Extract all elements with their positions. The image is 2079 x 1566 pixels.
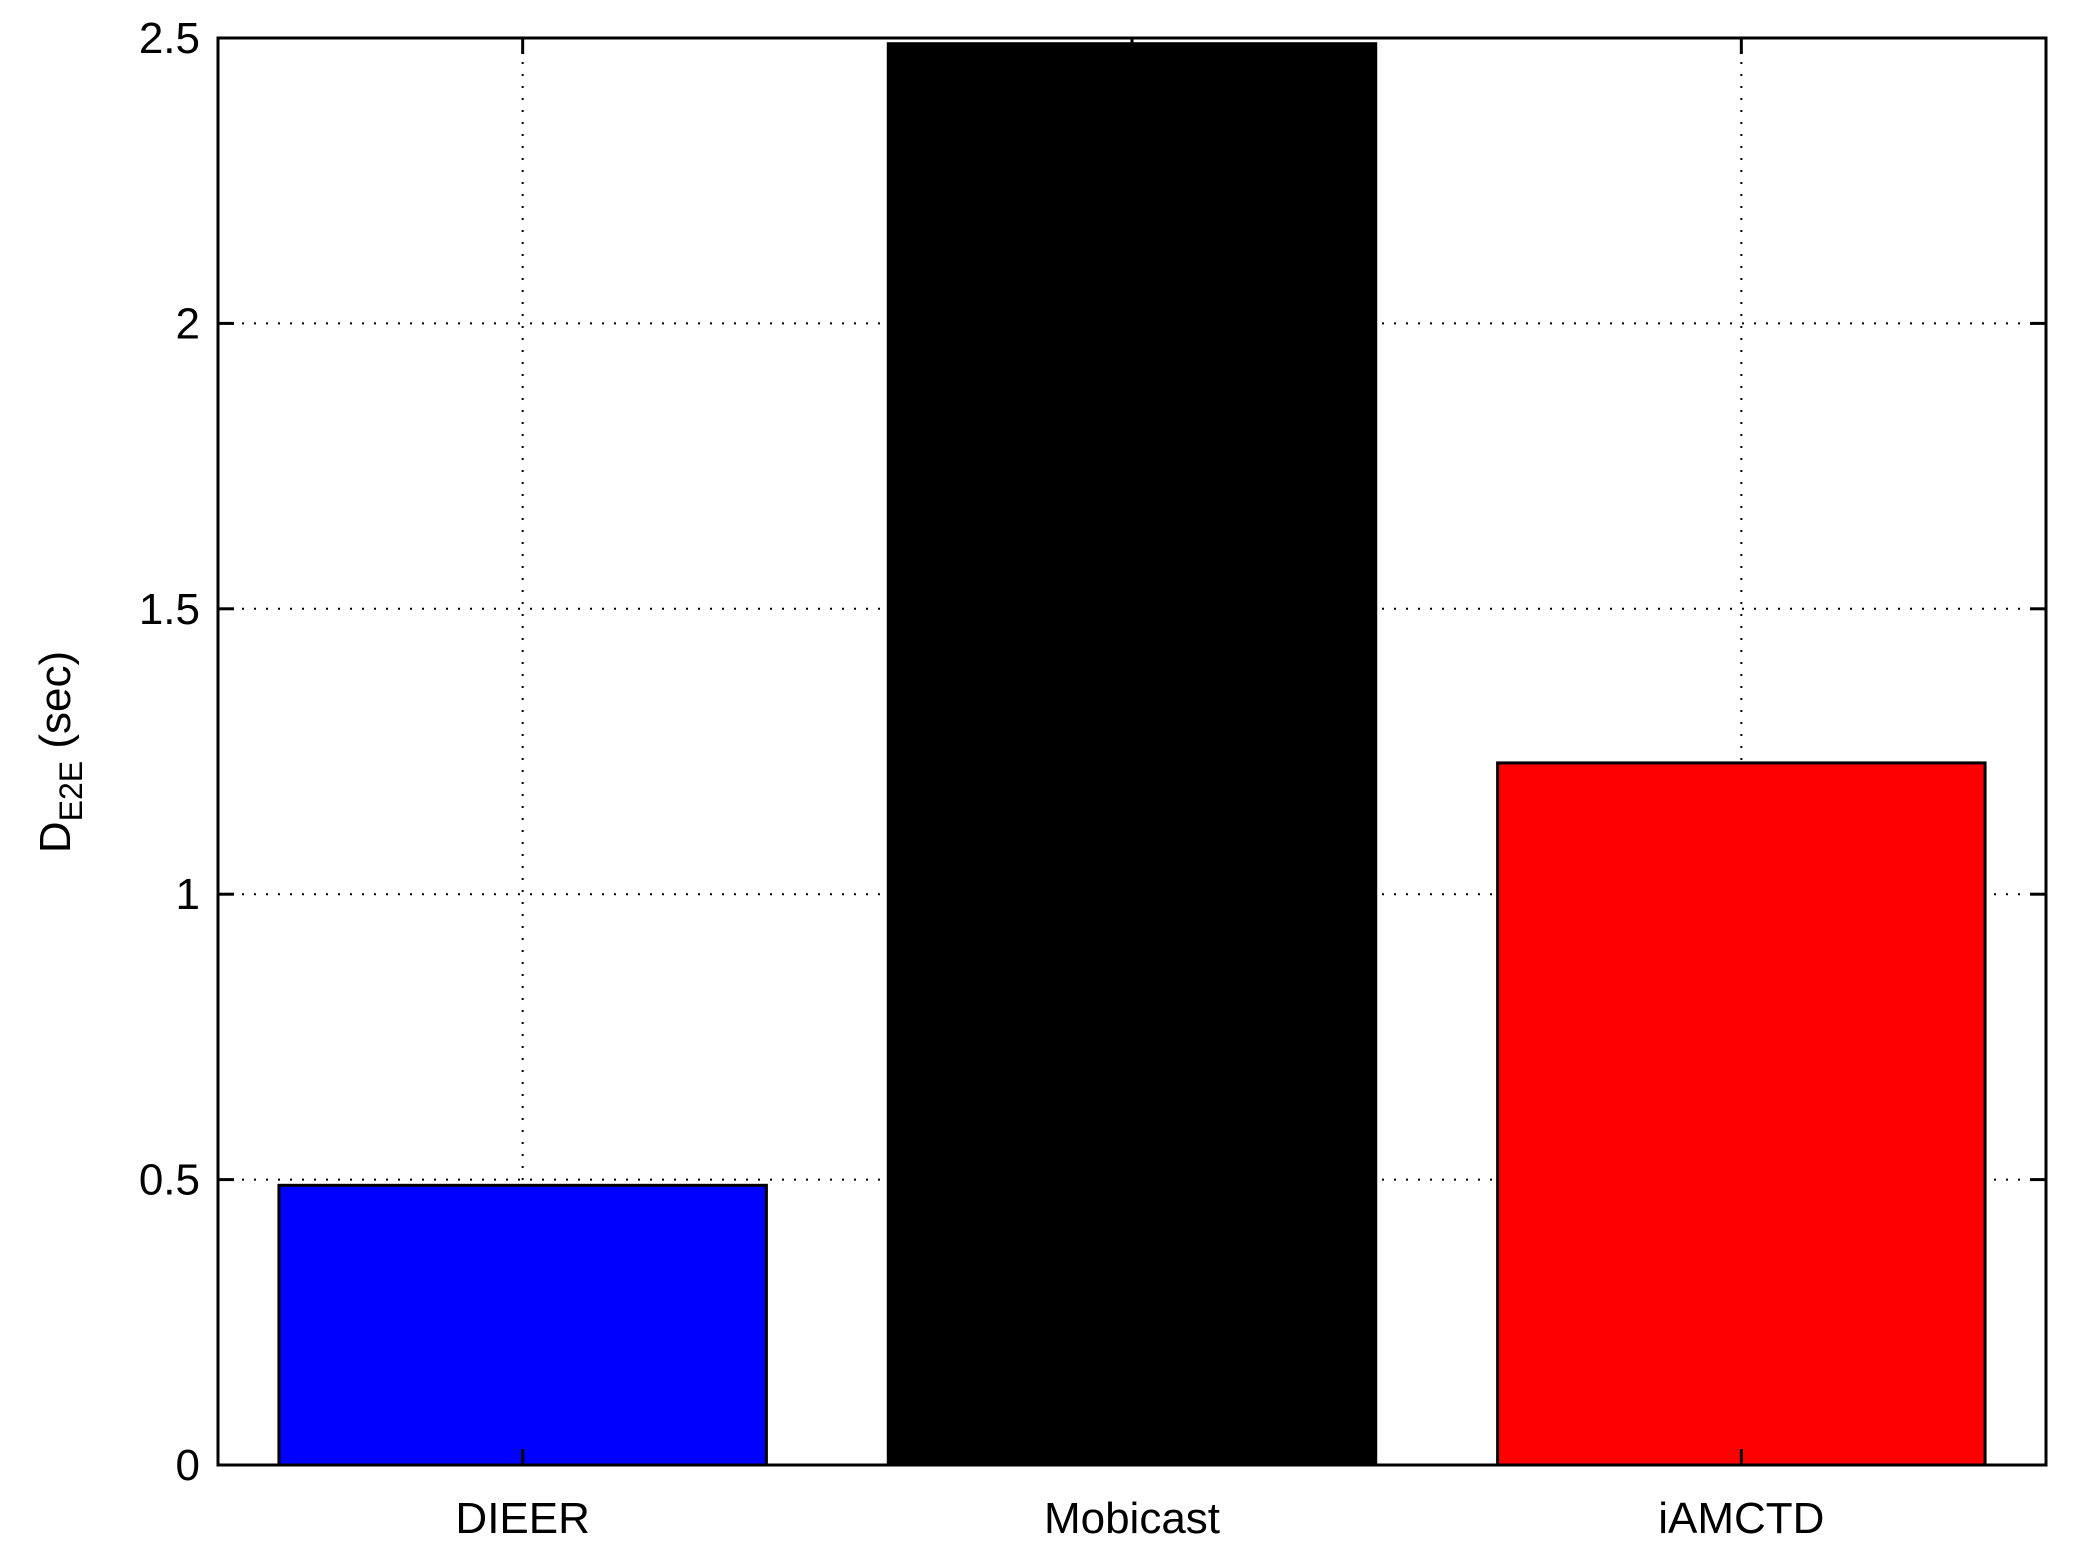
bar-dieer: [277, 1183, 768, 1467]
y-tick-label-2: 1: [176, 870, 200, 919]
y-tick-labels: 0 0.5 1 1.5 2 2.5: [139, 14, 200, 1490]
y-tick-label-1: 0.5: [139, 1156, 200, 1205]
y-tick-label-3: 1.5: [139, 585, 200, 634]
y-axis-label-subscript: E2E: [53, 761, 89, 821]
y-axis-label-main: D: [31, 821, 80, 853]
bar-iamctd: [1496, 761, 1987, 1467]
y-tick-label-4: 2: [176, 299, 200, 348]
x-tick-labels: DIEER Mobicast iAMCTD: [455, 1494, 1824, 1543]
y-tick-label-0: 0: [176, 1441, 200, 1490]
x-tick-label-mobicast: Mobicast: [1044, 1494, 1220, 1543]
x-tick-label-iamctd: iAMCTD: [1658, 1494, 1824, 1543]
bar-mobicast: [886, 42, 1378, 1467]
y-axis-label-suffix: (sec): [31, 651, 80, 761]
axis-ticks: [218, 36, 2046, 1467]
y-axis-label: DE2E (sec): [31, 651, 89, 853]
x-tick-label-dieer: DIEER: [455, 1494, 589, 1543]
y-tick-label-5: 2.5: [139, 14, 200, 63]
bars: [277, 42, 1987, 1467]
